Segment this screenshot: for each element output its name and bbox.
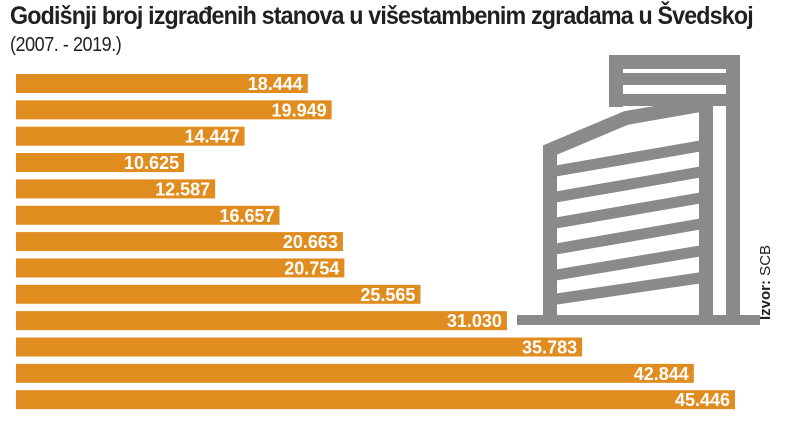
bar-value-label: 25.565: [360, 285, 415, 305]
bar-2008: [16, 100, 332, 120]
bar-2018: [16, 363, 694, 383]
bar-2017: [16, 337, 583, 357]
bar-2010: [16, 153, 185, 173]
bar-value-label: 42.844: [634, 364, 689, 384]
source-note: Izvor: SCB: [757, 245, 774, 320]
bar-2016: [16, 311, 507, 331]
bar-value-label: 14.447: [185, 127, 240, 147]
source-label: Izvor:: [757, 279, 774, 320]
bar-2009: [16, 126, 245, 146]
bar-value-label: 12.587: [155, 179, 210, 199]
bar-2019: [16, 390, 735, 410]
chart-title: Godišnji broj izgrađenih stanova u višes…: [10, 2, 754, 30]
bar-value-label: 16.657: [219, 206, 274, 226]
bar-value-label: 35.783: [522, 338, 577, 358]
bar-value-label: 45.446: [675, 390, 730, 410]
bar-2007: [16, 74, 308, 93]
bar-value-label: 18.444: [248, 74, 303, 94]
bar-2013: [16, 232, 343, 252]
bars-group: 18.444 19.949 14.447 10.625 12.587 16.657 20.6…: [16, 74, 735, 410]
bar-2011: [16, 179, 216, 199]
bar-2015: [16, 284, 421, 304]
bar-value-label: 20.754: [284, 258, 339, 278]
bar-2014: [16, 258, 345, 278]
bar-value-label: 19.949: [272, 100, 327, 120]
chart-subtitle: (2007. - 2019.): [10, 34, 122, 56]
source-value: SCB: [757, 244, 774, 276]
bar-value-label: 31.030: [447, 311, 502, 331]
building-icon: [517, 55, 760, 325]
bar-2012: [16, 205, 280, 225]
bar-value-label: 10.625: [124, 153, 179, 173]
bar-value-label: 20.663: [283, 232, 338, 252]
